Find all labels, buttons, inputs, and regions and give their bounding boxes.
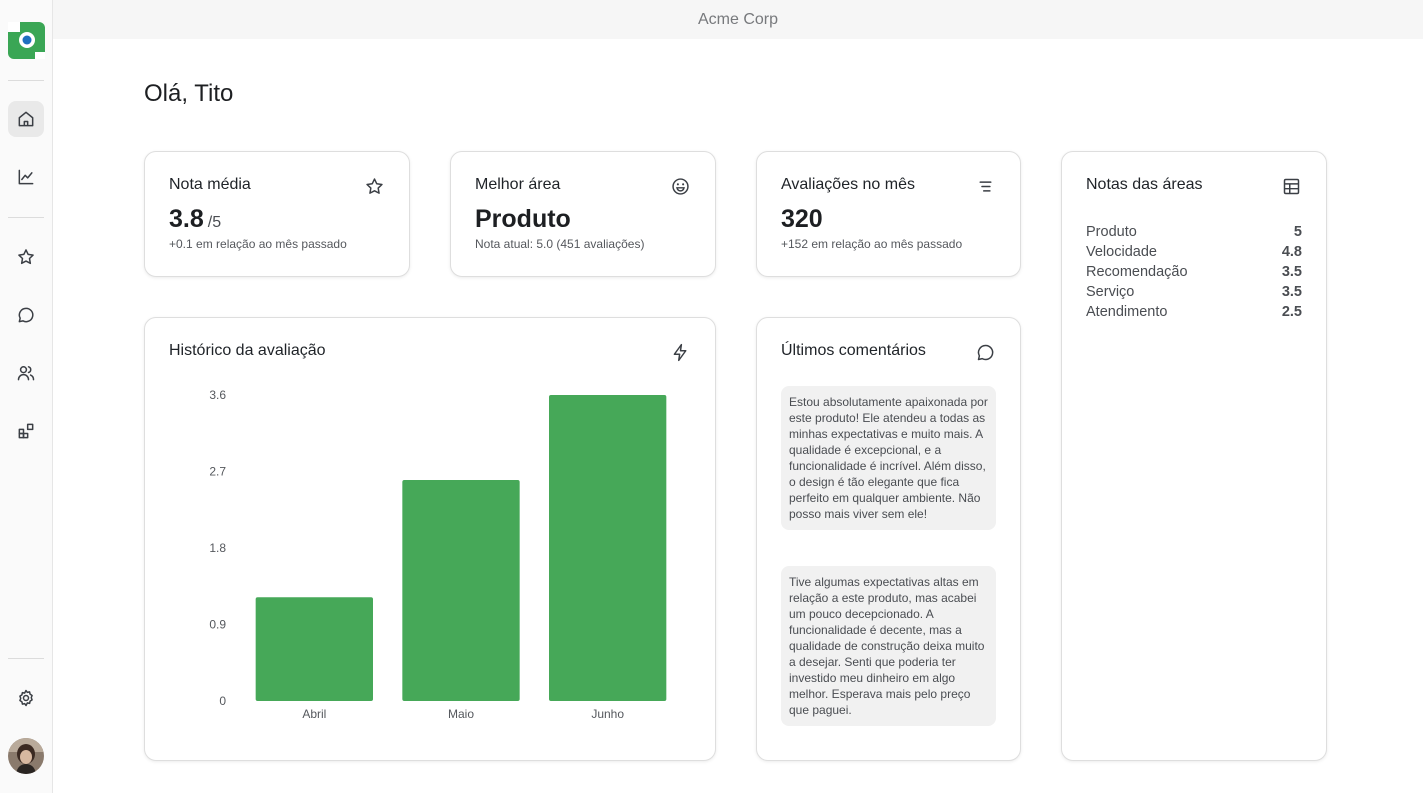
app-logo[interactable]: [6, 20, 47, 61]
lightning-icon: [673, 343, 687, 362]
stat-note: Nota atual: 5.0 (451 avaliações): [475, 237, 645, 251]
list-item: Produto 5: [1086, 222, 1302, 242]
stat-value: Produto: [475, 205, 571, 233]
stat-value: 320: [781, 205, 823, 233]
top-bar: Acme Corp: [53, 0, 1423, 39]
sidebar-item-home[interactable]: [8, 101, 44, 137]
stat-suffix: /5: [207, 214, 222, 231]
card-title: Notas das áreas: [1086, 176, 1203, 193]
area-label: Atendimento: [1086, 304, 1168, 320]
chart-icon: [18, 169, 34, 185]
sidebar-divider: [8, 217, 44, 218]
settings-button[interactable]: [8, 680, 44, 716]
sidebar-item-users[interactable]: [8, 355, 44, 391]
stat-note: +152 em relação ao mês passado: [781, 237, 963, 251]
card-title: Melhor área: [475, 176, 561, 193]
comments-card: Últimos comentários Estou absolutamente …: [756, 317, 1021, 761]
area-label: Serviço: [1086, 284, 1135, 300]
y-tick-label: 0: [219, 694, 226, 708]
area-score: 3.5: [1281, 284, 1302, 300]
bar-abril[interactable]: [255, 597, 373, 701]
stat-card-melhor-area: Melhor área Produto Nota atual: 5.0 (451…: [450, 151, 716, 277]
app-title: Acme Corp: [697, 10, 779, 28]
table-icon: [1283, 178, 1300, 195]
history-card: Histórico da avaliação 0 0.9 1.8 2.7 3.6 Abri…: [144, 317, 716, 761]
y-tick-label: 3.6: [209, 388, 226, 402]
area-score: 4.8: [1281, 244, 1302, 260]
list-item: Recomendação 3.5: [1086, 262, 1302, 282]
y-tick-label: 0.9: [209, 618, 226, 632]
comment-item: Estou absolutamente apaixonada por este …: [781, 386, 996, 530]
x-tick-label: Maio: [448, 707, 474, 721]
list-item: Velocidade 4.8: [1086, 242, 1302, 262]
areas-card: Notas das áreas Produto 5 Velocidade 4.8 R…: [1061, 151, 1327, 761]
x-tick-label: Abril: [302, 707, 326, 721]
avatar[interactable]: [8, 738, 44, 774]
x-tick-label: Junho: [591, 707, 624, 721]
sidebar-item-analytics[interactable]: [8, 159, 44, 195]
stat-number: 3.8: [169, 205, 204, 233]
sidebar: [0, 0, 53, 793]
smile-icon: [672, 178, 689, 195]
y-tick-label: 2.7: [209, 465, 226, 479]
list-item: Serviço 3.5: [1086, 282, 1302, 302]
star-icon: [18, 249, 34, 265]
area-score: 5: [1293, 224, 1302, 240]
comment-item: Tive algumas expectativas altas em relaç…: [781, 566, 996, 726]
bar-maio[interactable]: [402, 480, 520, 701]
sidebar-divider: [8, 658, 44, 659]
home-icon: [18, 111, 34, 127]
areas-list: Produto 5 Velocidade 4.8 Recomendação 3.5 S…: [1086, 222, 1302, 322]
star-icon: [366, 178, 383, 194]
sidebar-divider: [8, 80, 44, 81]
stat-value: 3.8/5: [169, 205, 221, 234]
bar-junho[interactable]: [549, 395, 667, 701]
sidebar-item-apps[interactable]: [8, 413, 44, 449]
sidebar-item-reviews[interactable]: [8, 239, 44, 275]
filter-lines-icon: [979, 181, 992, 192]
stat-card-nota-media: Nota média 3.8/5 +0.1 em relação ao mês …: [144, 151, 410, 277]
area-label: Recomendação: [1086, 264, 1188, 280]
users-icon: [17, 366, 35, 381]
card-title: Avaliações no mês: [781, 176, 915, 193]
chat-icon: [977, 344, 994, 361]
card-title: Nota média: [169, 176, 251, 193]
card-title: Histórico da avaliação: [169, 342, 326, 359]
gear-icon: [19, 689, 33, 707]
card-title: Últimos comentários: [781, 342, 926, 359]
history-chart: 0 0.9 1.8 2.7 3.6 Abril Maio Junho: [209, 388, 667, 721]
area-label: Velocidade: [1086, 244, 1157, 260]
list-item: Atendimento 2.5: [1086, 302, 1302, 322]
page-title: Olá, Tito: [144, 80, 234, 107]
apps-icon: [18, 423, 34, 439]
y-tick-label: 1.8: [209, 541, 226, 555]
stat-card-avaliacoes-mes: Avaliações no mês 320 +152 em relação ao…: [756, 151, 1021, 277]
message-icon: [18, 307, 34, 323]
area-score: 3.5: [1281, 264, 1302, 280]
stat-note: +0.1 em relação ao mês passado: [169, 237, 347, 251]
area-score: 2.5: [1281, 304, 1302, 320]
sidebar-item-comments[interactable]: [8, 297, 44, 333]
area-label: Produto: [1086, 224, 1137, 240]
